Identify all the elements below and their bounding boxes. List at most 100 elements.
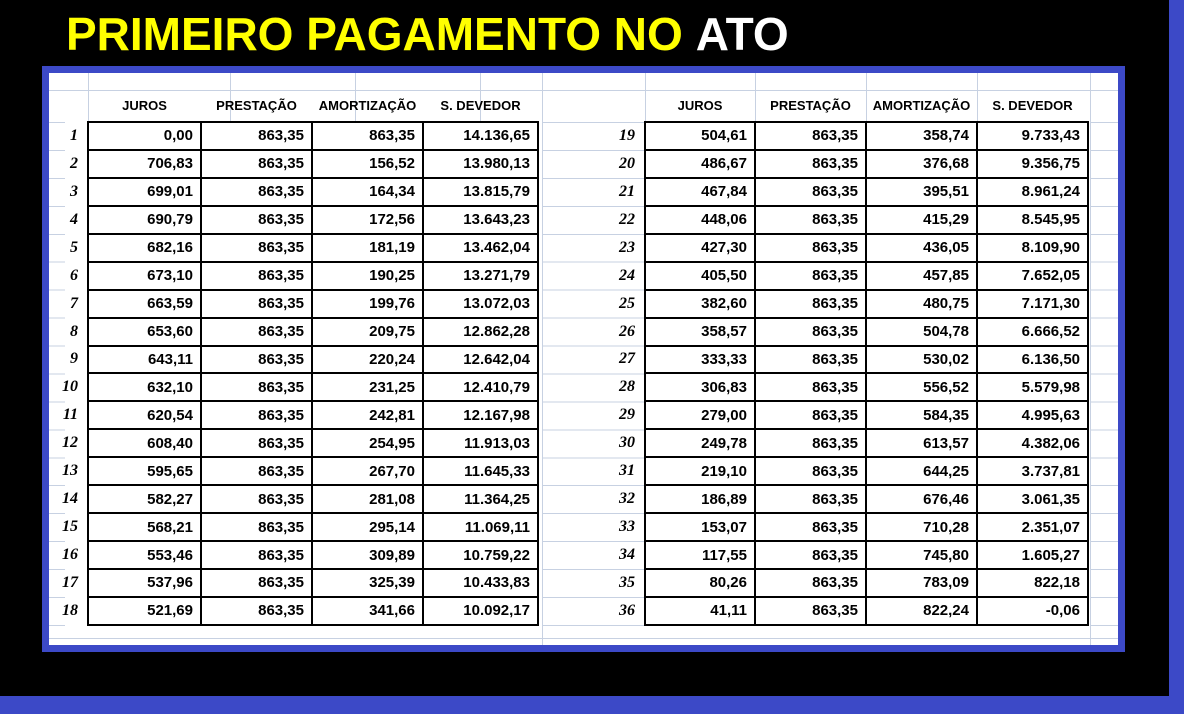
value-cell[interactable]: 3.061,35: [976, 484, 1089, 515]
value-cell[interactable]: 863,35: [754, 484, 867, 515]
value-cell[interactable]: 6.666,52: [976, 316, 1089, 347]
value-cell[interactable]: 863,35: [754, 400, 867, 431]
value-cell[interactable]: 13.462,04: [422, 232, 539, 263]
value-cell[interactable]: 8.109,90: [976, 232, 1089, 263]
value-cell[interactable]: 267,70: [311, 456, 424, 487]
value-cell[interactable]: 783,09: [865, 568, 978, 598]
value-cell[interactable]: 11.645,33: [422, 456, 539, 487]
value-cell[interactable]: 12.642,04: [422, 344, 539, 375]
value-cell[interactable]: 242,81: [311, 400, 424, 431]
value-cell[interactable]: 467,84: [644, 176, 756, 207]
value-cell[interactable]: 863,35: [200, 428, 313, 459]
value-cell[interactable]: 13.815,79: [422, 176, 539, 207]
value-cell[interactable]: -0,06: [976, 595, 1089, 626]
value-cell[interactable]: 745,80: [865, 540, 978, 570]
value-cell[interactable]: 663,59: [87, 288, 202, 319]
value-cell[interactable]: 863,35: [200, 121, 313, 151]
value-cell[interactable]: 199,76: [311, 288, 424, 319]
value-cell[interactable]: 405,50: [644, 260, 756, 291]
value-cell[interactable]: 7.171,30: [976, 288, 1089, 319]
value-cell[interactable]: 863,35: [200, 400, 313, 431]
value-cell[interactable]: 863,35: [754, 232, 867, 263]
value-cell[interactable]: 653,60: [87, 316, 202, 347]
value-cell[interactable]: 13.271,79: [422, 260, 539, 291]
value-cell[interactable]: 1.605,27: [976, 540, 1089, 570]
value-cell[interactable]: 333,33: [644, 344, 756, 375]
value-cell[interactable]: 863,35: [200, 456, 313, 487]
value-cell[interactable]: 6.136,50: [976, 344, 1089, 375]
value-cell[interactable]: 863,35: [754, 595, 867, 626]
value-cell[interactable]: 279,00: [644, 400, 756, 431]
value-cell[interactable]: 486,67: [644, 148, 756, 179]
value-cell[interactable]: 13.980,13: [422, 148, 539, 179]
value-cell[interactable]: 219,10: [644, 456, 756, 487]
value-cell[interactable]: 863,35: [200, 288, 313, 319]
value-cell[interactable]: 863,35: [200, 260, 313, 291]
value-cell[interactable]: 504,61: [644, 121, 756, 151]
value-cell[interactable]: 190,25: [311, 260, 424, 291]
value-cell[interactable]: 10.759,22: [422, 540, 539, 570]
value-cell[interactable]: 10.433,83: [422, 568, 539, 598]
value-cell[interactable]: 673,10: [87, 260, 202, 291]
value-cell[interactable]: 41,11: [644, 595, 756, 626]
value-cell[interactable]: 863,35: [200, 595, 313, 626]
value-cell[interactable]: 341,66: [311, 595, 424, 626]
value-cell[interactable]: 0,00: [87, 121, 202, 151]
value-cell[interactable]: 395,51: [865, 176, 978, 207]
value-cell[interactable]: 153,07: [644, 512, 756, 543]
value-cell[interactable]: 11.913,03: [422, 428, 539, 459]
value-cell[interactable]: 172,56: [311, 204, 424, 235]
value-cell[interactable]: 863,35: [311, 121, 424, 151]
value-cell[interactable]: 863,35: [754, 456, 867, 487]
value-cell[interactable]: 530,02: [865, 344, 978, 375]
value-cell[interactable]: 249,78: [644, 428, 756, 459]
value-cell[interactable]: 584,35: [865, 400, 978, 431]
value-cell[interactable]: 186,89: [644, 484, 756, 515]
value-cell[interactable]: 863,35: [754, 512, 867, 543]
value-cell[interactable]: 690,79: [87, 204, 202, 235]
value-cell[interactable]: 553,46: [87, 540, 202, 570]
value-cell[interactable]: 863,35: [754, 260, 867, 291]
value-cell[interactable]: 382,60: [644, 288, 756, 319]
value-cell[interactable]: 358,74: [865, 121, 978, 151]
value-cell[interactable]: 863,35: [754, 540, 867, 570]
value-cell[interactable]: 281,08: [311, 484, 424, 515]
value-cell[interactable]: 863,35: [200, 316, 313, 347]
value-cell[interactable]: 12.167,98: [422, 400, 539, 431]
value-cell[interactable]: 863,35: [754, 148, 867, 179]
value-cell[interactable]: 863,35: [200, 176, 313, 207]
value-cell[interactable]: 682,16: [87, 232, 202, 263]
value-cell[interactable]: 613,57: [865, 428, 978, 459]
value-cell[interactable]: 309,89: [311, 540, 424, 570]
value-cell[interactable]: 537,96: [87, 568, 202, 598]
value-cell[interactable]: 706,83: [87, 148, 202, 179]
value-cell[interactable]: 220,24: [311, 344, 424, 375]
value-cell[interactable]: 4.382,06: [976, 428, 1089, 459]
value-cell[interactable]: 231,25: [311, 372, 424, 403]
value-cell[interactable]: 457,85: [865, 260, 978, 291]
value-cell[interactable]: 632,10: [87, 372, 202, 403]
value-cell[interactable]: 14.136,65: [422, 121, 539, 151]
value-cell[interactable]: 7.652,05: [976, 260, 1089, 291]
value-cell[interactable]: 13.643,23: [422, 204, 539, 235]
value-cell[interactable]: 376,68: [865, 148, 978, 179]
value-cell[interactable]: 209,75: [311, 316, 424, 347]
value-cell[interactable]: 117,55: [644, 540, 756, 570]
value-cell[interactable]: 863,35: [200, 148, 313, 179]
value-cell[interactable]: 822,18: [976, 568, 1089, 598]
value-cell[interactable]: 9.733,43: [976, 121, 1089, 151]
value-cell[interactable]: 164,34: [311, 176, 424, 207]
value-cell[interactable]: 415,29: [865, 204, 978, 235]
value-cell[interactable]: 306,83: [644, 372, 756, 403]
value-cell[interactable]: 863,35: [200, 204, 313, 235]
value-cell[interactable]: 644,25: [865, 456, 978, 487]
value-cell[interactable]: 358,57: [644, 316, 756, 347]
value-cell[interactable]: 643,11: [87, 344, 202, 375]
value-cell[interactable]: 863,35: [754, 204, 867, 235]
value-cell[interactable]: 448,06: [644, 204, 756, 235]
value-cell[interactable]: 863,35: [754, 568, 867, 598]
value-cell[interactable]: 863,35: [200, 512, 313, 543]
value-cell[interactable]: 10.092,17: [422, 595, 539, 626]
value-cell[interactable]: 11.069,11: [422, 512, 539, 543]
value-cell[interactable]: 863,35: [754, 121, 867, 151]
